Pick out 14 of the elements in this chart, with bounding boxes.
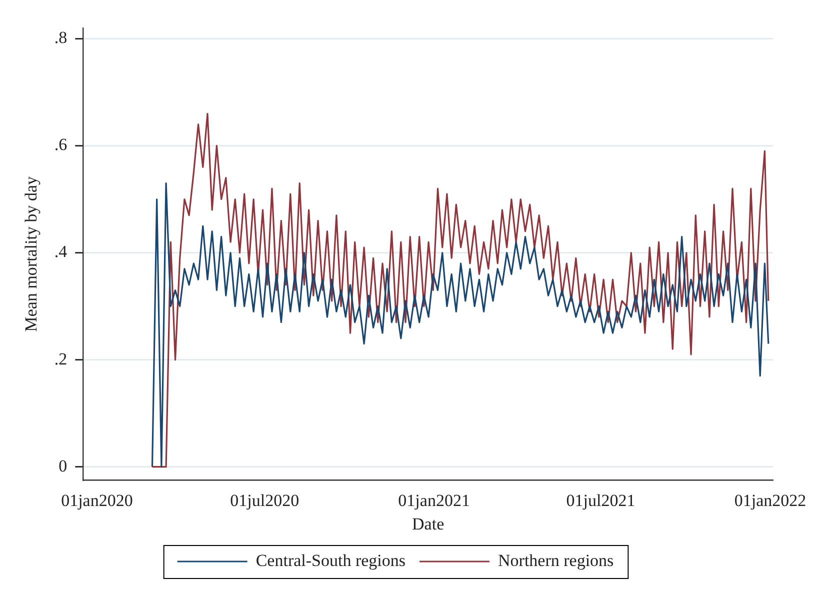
y-tick-label: .8 xyxy=(54,28,68,48)
y-axis-title: Mean mortality by day xyxy=(22,176,41,332)
y-tick-label: .4 xyxy=(54,242,68,262)
legend-label: Central-South regions xyxy=(256,550,406,570)
x-tick-label: 01jul2021 xyxy=(566,490,636,510)
y-tick-label: 0 xyxy=(58,456,68,476)
x-tick-label: 01jan2021 xyxy=(398,490,470,510)
x-tick-label: 01jan2022 xyxy=(734,490,806,510)
y-tick-label: .6 xyxy=(54,135,68,154)
x-axis-title: Date xyxy=(412,514,444,534)
x-tick-label: 01jul2020 xyxy=(230,490,300,510)
legend-label: Northern regions xyxy=(498,550,614,570)
y-tick-label: .2 xyxy=(54,349,68,368)
x-tick-label: 01jan2020 xyxy=(61,490,133,510)
